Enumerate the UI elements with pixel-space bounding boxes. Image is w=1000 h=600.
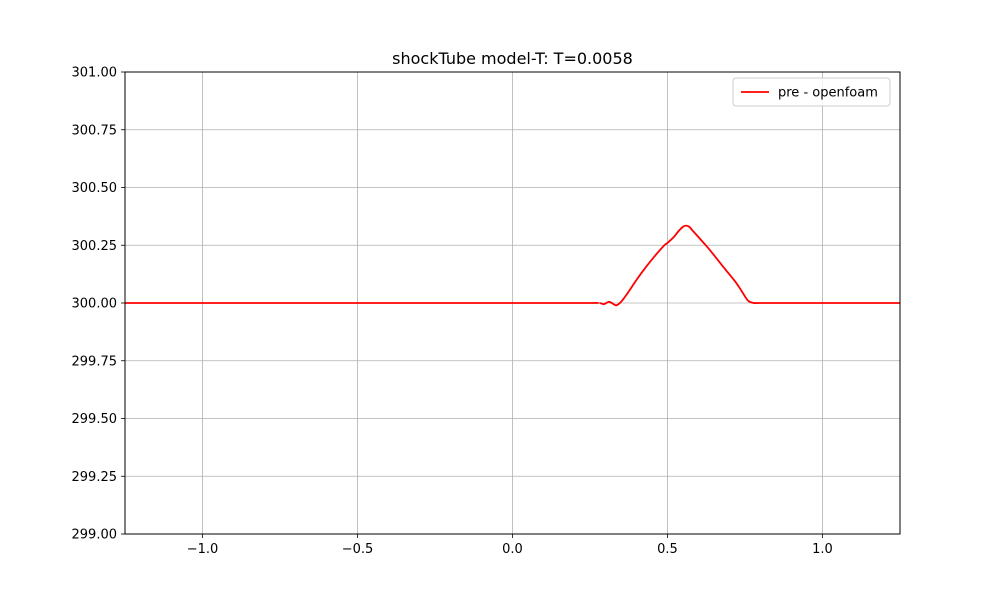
- y-tick-label: 300.00: [72, 297, 118, 312]
- x-tick-label: −0.5: [342, 542, 374, 557]
- y-tick-label: 299.50: [72, 412, 118, 427]
- y-tick-label: 299.25: [72, 470, 118, 485]
- legend-box: [732, 77, 891, 107]
- y-axis: 299.00 299.25 299.50 299.75 300.00 300.25 300.…: [72, 66, 125, 543]
- x-axis: −1.0 −0.5 0.0 0.5 1.0: [187, 534, 833, 557]
- y-tick-label: 300.25: [72, 239, 118, 254]
- x-tick-label: 0.0: [502, 542, 523, 557]
- series-line: [125, 224, 900, 307]
- y-tick-label: 300.50: [72, 181, 118, 196]
- x-tick-label: 0.5: [657, 542, 678, 557]
- y-tick-label: 299.00: [72, 528, 118, 543]
- legend-label: pre - openfoam: [778, 86, 878, 101]
- y-tick-label: 301.00: [72, 66, 118, 81]
- legend: pre - openfoam: [732, 77, 891, 107]
- chart-title: shockTube model-T: T=0.0058: [392, 49, 633, 68]
- x-tick-label: 1.0: [812, 542, 833, 557]
- y-tick-label: 299.75: [72, 354, 118, 369]
- x-tick-label: −1.0: [187, 542, 219, 557]
- y-tick-label: 300.75: [72, 123, 118, 138]
- series-layer: [125, 224, 900, 307]
